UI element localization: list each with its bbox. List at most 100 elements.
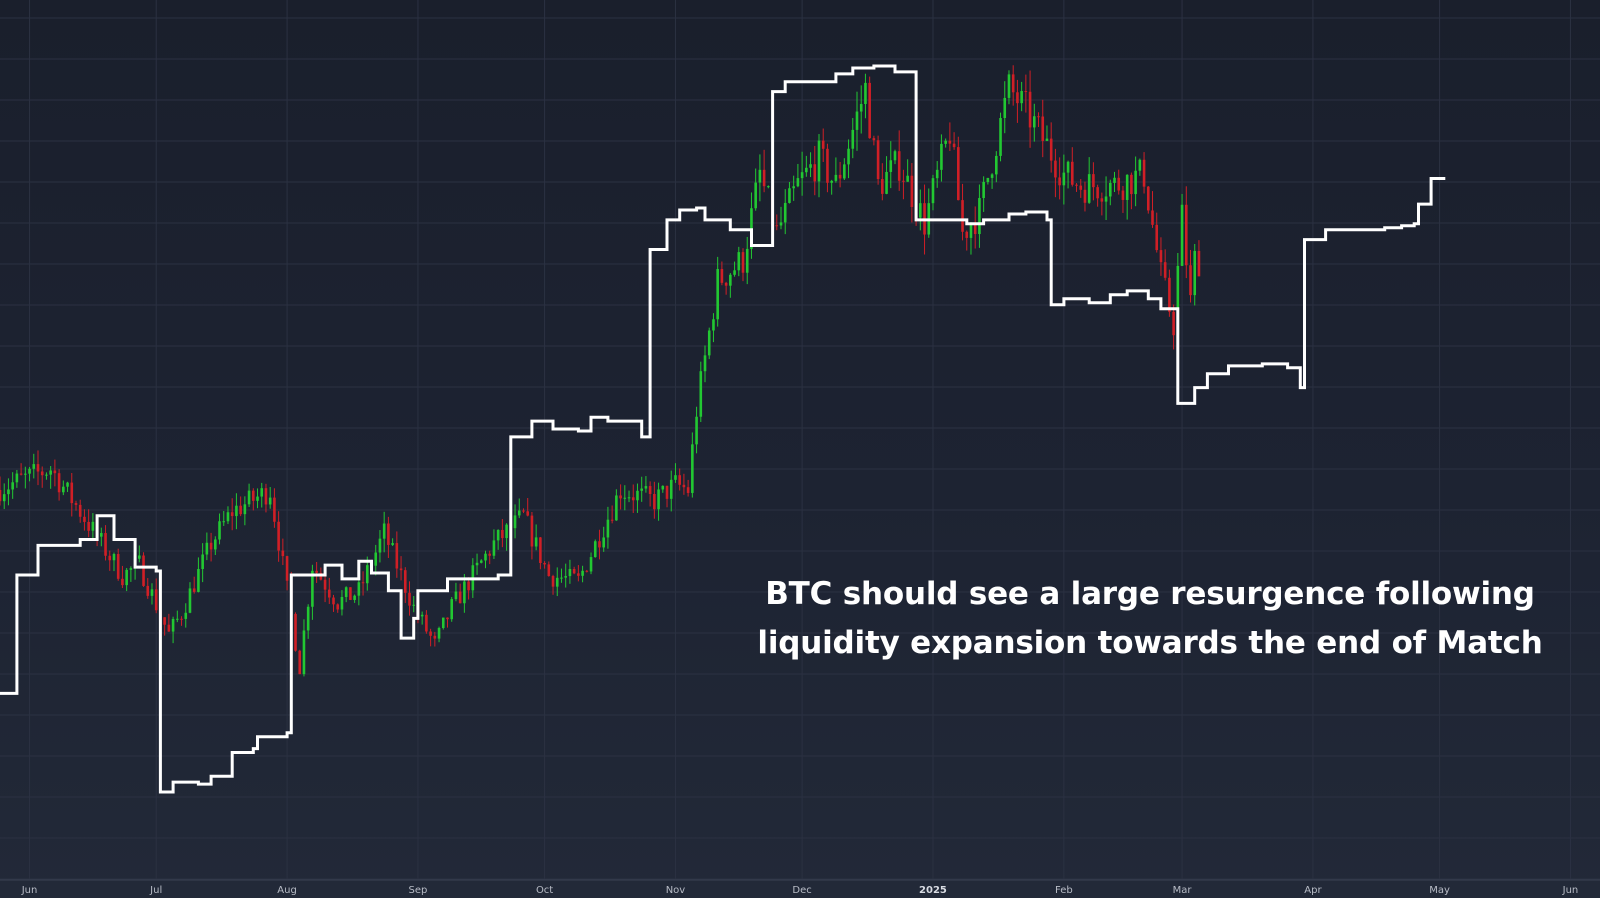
candle-body [197, 569, 200, 592]
candle-body [256, 496, 259, 501]
candle-body [729, 274, 732, 286]
candle-body [1197, 250, 1201, 277]
candle-body [902, 180, 905, 182]
candle-body [653, 493, 656, 510]
candle-body [572, 568, 576, 574]
candle-body [78, 504, 82, 517]
candle-body [112, 554, 116, 561]
candle-body [1020, 91, 1023, 104]
candle-body [277, 521, 280, 551]
candle-body [218, 521, 221, 540]
candle-body [349, 587, 352, 600]
candle-body [167, 624, 171, 632]
candle-body [129, 568, 133, 570]
candle-body [843, 164, 846, 179]
candle-body [758, 169, 762, 183]
x-tick-label: Sep [409, 885, 428, 896]
candle-body [547, 564, 551, 577]
candle-body [1049, 138, 1053, 161]
candle-body [1087, 174, 1091, 203]
candle-body [433, 635, 437, 639]
candle-body [720, 269, 724, 283]
x-axis: Jun Jul Aug Sep Oct Nov Dec 2025 Feb Mar Apr May Jun [0, 879, 1600, 896]
candle-body [813, 164, 817, 182]
candle-body [961, 200, 964, 232]
candle-body [403, 570, 407, 593]
candle-body [1125, 174, 1129, 200]
candle-body [488, 553, 492, 556]
candle-body [885, 171, 888, 194]
candle-body [378, 538, 382, 553]
candle-body [188, 588, 192, 613]
candle-body [399, 568, 403, 571]
candle-body [999, 118, 1002, 156]
candle-body [479, 560, 483, 563]
candle-body [581, 570, 584, 576]
candle-body [273, 497, 276, 522]
candle-body [40, 471, 44, 476]
candle-body [969, 224, 973, 238]
candle-body [631, 497, 635, 501]
candle-body [467, 581, 470, 591]
candle-body [838, 174, 842, 179]
candle-body [707, 330, 711, 356]
candle-body [864, 82, 867, 105]
candle-body [268, 497, 272, 505]
candle-body [931, 178, 935, 204]
candle-body [463, 581, 466, 604]
candle-body [226, 512, 230, 522]
candle-body [192, 588, 196, 592]
candle-body [615, 495, 618, 521]
candle-body [767, 186, 770, 188]
candle-body [1079, 185, 1083, 190]
candle-body [1138, 159, 1142, 171]
candle-body [205, 542, 209, 555]
candle-body [302, 630, 306, 675]
candle-body [847, 148, 850, 165]
candle-body [564, 576, 567, 578]
candle-body [783, 202, 787, 223]
candle-body [1104, 196, 1108, 202]
candle-body [484, 553, 487, 561]
candle-body [1100, 198, 1104, 202]
candle-body [57, 473, 61, 493]
candle-body [1134, 170, 1137, 195]
candle-body [391, 543, 394, 545]
candle-body [526, 511, 530, 516]
candle-body [737, 252, 741, 271]
candle-body [935, 169, 939, 179]
candle-body [910, 175, 914, 207]
candle-body [1011, 74, 1015, 93]
candle-body [606, 519, 610, 538]
candle-body [74, 503, 78, 505]
candle-body [1180, 204, 1184, 266]
candle-body [644, 486, 648, 489]
candle-body [703, 355, 707, 372]
candle-body [294, 613, 297, 651]
candle-body [1172, 311, 1175, 336]
candle-body [1189, 265, 1192, 296]
candle-body [154, 589, 158, 611]
candle-body [28, 468, 31, 474]
candle-body [116, 554, 120, 579]
candle-body [568, 568, 572, 577]
candle-body [0, 489, 2, 502]
candle-body [889, 160, 893, 172]
candle-body [517, 510, 521, 516]
candle-body [53, 470, 57, 474]
x-tick-label: Jun [21, 885, 38, 896]
candle-body [1176, 265, 1180, 336]
candle-body [788, 188, 791, 203]
candle-body [948, 140, 952, 144]
candle-body [1007, 74, 1011, 98]
candle-body [859, 104, 863, 112]
candle-body [712, 319, 715, 331]
candle-body [496, 529, 500, 541]
candle-body [881, 179, 884, 194]
candle-body [1075, 184, 1078, 186]
candle-body [522, 510, 525, 512]
candle-body [792, 186, 795, 189]
candle-body [19, 473, 23, 475]
candle-body [669, 479, 673, 499]
candle-body [530, 515, 534, 547]
